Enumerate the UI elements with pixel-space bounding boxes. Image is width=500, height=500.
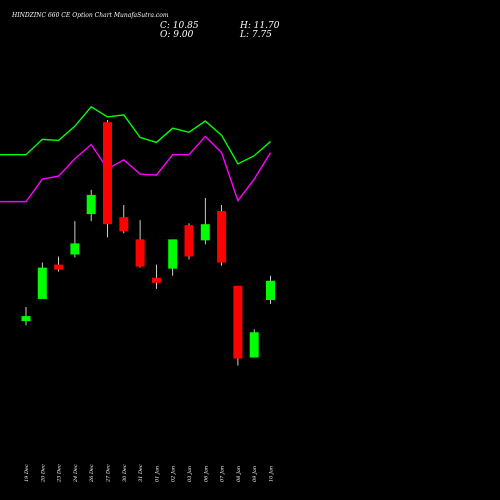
- candle-body-down: [217, 211, 227, 263]
- x-tick-label: 19 Dec: [24, 464, 30, 482]
- candle-body-down: [151, 277, 161, 283]
- x-tick-label: 30 Dec: [122, 464, 128, 482]
- high-price-label: H: 11.70: [239, 21, 280, 31]
- candle-body-up: [86, 194, 96, 215]
- close-price-label: C: 10.85: [160, 21, 199, 31]
- x-tick-label: 07 Jan: [220, 466, 226, 482]
- candle-body-down: [233, 285, 243, 359]
- x-tick-label: 20 Dec: [40, 464, 46, 483]
- candle: [266, 275, 275, 304]
- x-tick-label: 01 Jan: [154, 466, 160, 482]
- candle: [233, 285, 243, 366]
- x-tick-label: 06 Jan: [203, 466, 209, 482]
- candles-layer: [21, 120, 275, 366]
- x-axis: 19 Dec 20 Dec 23 Dec 24 Dec 26 Dec 27 Dec 30 D…: [24, 464, 275, 483]
- candle: [54, 256, 64, 272]
- chart-title: HINDZINC 660 CE Option Chart MunafaSutra…: [11, 12, 169, 19]
- lower-band-line: [0, 135, 272, 203]
- candle: [184, 223, 194, 260]
- candle-body-up: [70, 243, 80, 255]
- x-tick-label: 10 Jan: [269, 466, 275, 482]
- candle-body-down: [119, 217, 129, 232]
- candle: [70, 221, 80, 258]
- candle-body-up: [266, 280, 275, 300]
- x-tick-label: 03 Jan: [187, 466, 193, 482]
- candle: [151, 264, 161, 289]
- candle-body-down: [103, 122, 112, 225]
- candle: [86, 189, 96, 222]
- candle-body-up: [21, 316, 31, 322]
- candle-body-down: [135, 239, 145, 267]
- x-tick-label: 23 Dec: [57, 464, 63, 483]
- x-tick-label: 27 Dec: [106, 464, 112, 483]
- candle-body-up: [200, 224, 210, 241]
- open-price-label: O: 9.00: [160, 30, 194, 40]
- candle: [168, 239, 178, 276]
- candle: [249, 329, 259, 358]
- upper-band-line: [0, 105, 271, 165]
- candle: [119, 205, 129, 234]
- x-tick-label: 26 Dec: [89, 464, 95, 483]
- bands-layer: [0, 105, 272, 203]
- x-tick-label: 08 Jan: [236, 466, 242, 482]
- candle-body-down: [54, 264, 64, 270]
- candle: [21, 307, 31, 326]
- low-price-label: L: 7.75: [239, 30, 272, 40]
- candle-body-up: [249, 332, 259, 358]
- x-tick-label: 24 Dec: [73, 464, 79, 483]
- candle: [217, 205, 227, 266]
- x-tick-label: 09 Jan: [252, 466, 258, 482]
- candle: [135, 220, 145, 268]
- x-tick-label: 02 Jan: [171, 466, 177, 482]
- candle: [200, 197, 210, 245]
- candle: [103, 120, 112, 238]
- candle-body-up: [37, 267, 47, 299]
- x-tick-label: 31 Dec: [138, 464, 144, 482]
- candle-body-down: [184, 225, 194, 257]
- candle: [37, 262, 47, 299]
- candle-body-up: [168, 239, 178, 269]
